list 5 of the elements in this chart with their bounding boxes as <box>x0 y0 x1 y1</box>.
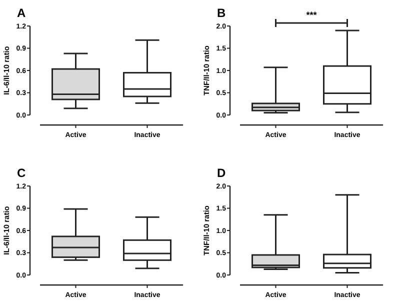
chart-title: A <box>17 6 26 20</box>
chart-title: B <box>217 6 226 20</box>
text: *** <box>306 10 318 20</box>
chart-title: D <box>217 166 226 180</box>
chart-title: C <box>17 166 26 180</box>
